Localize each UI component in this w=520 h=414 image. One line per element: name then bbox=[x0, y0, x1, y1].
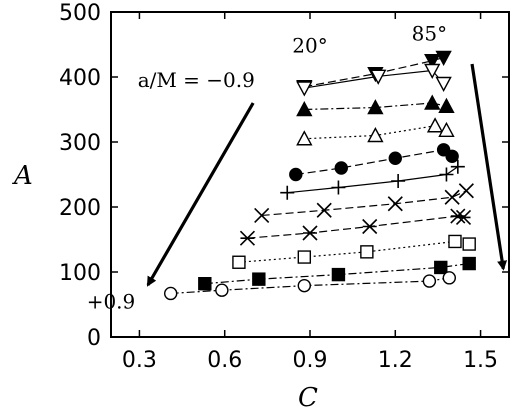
data-point bbox=[424, 54, 441, 70]
x-tick-label: 1.2 bbox=[378, 348, 413, 373]
data-point bbox=[280, 185, 295, 200]
data-point bbox=[438, 121, 455, 138]
series-line bbox=[295, 149, 453, 176]
data-point bbox=[434, 260, 448, 275]
data-point bbox=[215, 283, 229, 297]
annotation: 20° bbox=[292, 33, 327, 57]
series-markers bbox=[163, 50, 476, 301]
data-point bbox=[296, 101, 313, 117]
series-line bbox=[304, 125, 447, 140]
data-point bbox=[435, 50, 452, 66]
x-tick-label: 1.5 bbox=[463, 348, 498, 373]
y-tick-label: 200 bbox=[59, 196, 101, 221]
x-tick-label: 0.3 bbox=[122, 348, 157, 373]
data-point bbox=[370, 69, 387, 85]
data-point bbox=[232, 255, 246, 269]
series-line bbox=[287, 166, 459, 194]
data-point bbox=[239, 230, 256, 246]
annotation: +0.9 bbox=[87, 289, 136, 313]
series-line bbox=[238, 240, 470, 263]
annotation: a/M = −0.9 bbox=[138, 68, 255, 92]
annotation: 85° bbox=[412, 22, 447, 46]
series-line bbox=[261, 190, 467, 217]
data-point bbox=[445, 149, 459, 164]
data-point bbox=[334, 161, 348, 175]
x-tick-label: 0.6 bbox=[207, 348, 242, 373]
trend-arrow bbox=[470, 63, 508, 271]
data-point bbox=[296, 130, 313, 146]
data-point bbox=[444, 189, 460, 205]
data-point bbox=[331, 267, 346, 282]
y-axis-label: A bbox=[12, 161, 33, 191]
data-point bbox=[297, 250, 312, 264]
series-lines bbox=[170, 56, 470, 295]
data-point bbox=[462, 256, 476, 271]
arrows-layer bbox=[146, 63, 508, 287]
x-axis-label: C bbox=[298, 383, 318, 413]
data-point bbox=[424, 94, 441, 110]
y-tick-label: 500 bbox=[59, 1, 101, 26]
data-point bbox=[252, 272, 266, 286]
y-tick-label: 0 bbox=[87, 326, 101, 351]
data-point bbox=[388, 151, 402, 165]
data-point bbox=[360, 245, 374, 259]
data-point bbox=[426, 117, 444, 133]
y-tick-label: 100 bbox=[59, 261, 101, 286]
data-point bbox=[297, 278, 312, 293]
data-point bbox=[316, 202, 332, 218]
data-point bbox=[422, 274, 437, 288]
data-point bbox=[163, 286, 178, 301]
y-tick-label: 300 bbox=[59, 131, 101, 156]
data-point bbox=[424, 63, 441, 79]
data-point bbox=[458, 183, 474, 199]
data-point bbox=[254, 207, 270, 224]
data-point bbox=[289, 167, 303, 182]
data-point bbox=[439, 167, 454, 182]
series-line bbox=[247, 215, 464, 239]
data-point bbox=[435, 76, 452, 92]
series-line bbox=[304, 102, 447, 111]
axis-ticks: 0.3 0.6 0.9 1.2 1.5 0 100 200 300 400 500 bbox=[59, 1, 509, 373]
data-point bbox=[367, 99, 384, 115]
x-tick-label: 0.9 bbox=[293, 348, 328, 373]
y-tick-label: 400 bbox=[59, 66, 101, 91]
data-point bbox=[455, 209, 472, 225]
series-line bbox=[304, 56, 444, 88]
trend-arrow bbox=[146, 102, 255, 287]
data-point bbox=[462, 237, 476, 251]
data-point bbox=[302, 225, 318, 241]
data-point bbox=[362, 218, 378, 235]
data-point bbox=[450, 159, 465, 174]
data-point bbox=[331, 180, 346, 195]
data-point bbox=[442, 271, 456, 285]
annotations-layer: 20° 85° a/M = −0.9 +0.9 bbox=[87, 22, 447, 314]
data-point bbox=[387, 196, 403, 212]
data-point bbox=[448, 234, 462, 249]
data-point bbox=[198, 277, 212, 291]
data-point bbox=[391, 174, 406, 188]
data-point bbox=[367, 127, 384, 143]
data-point bbox=[438, 97, 455, 113]
data-point bbox=[296, 81, 313, 97]
